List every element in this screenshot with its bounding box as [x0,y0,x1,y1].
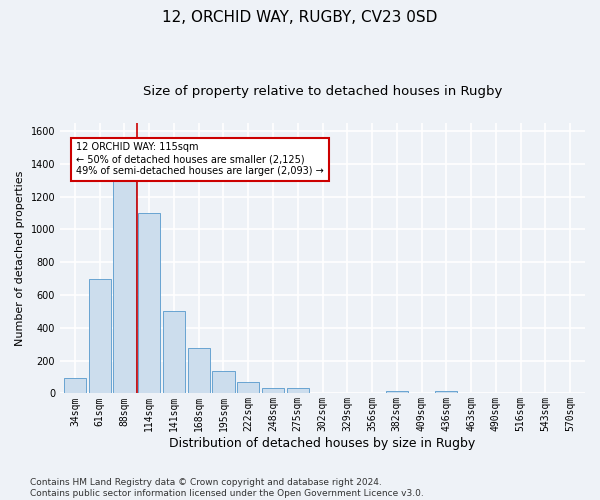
Bar [435,391,457,394]
Title: Size of property relative to detached houses in Rugby: Size of property relative to detached ho… [143,85,502,98]
Bar [212,372,235,394]
Bar [64,378,86,394]
Bar [287,388,309,394]
Bar [237,382,259,394]
Text: 12 ORCHID WAY: 115sqm
← 50% of detached houses are smaller (2,125)
49% of semi-d: 12 ORCHID WAY: 115sqm ← 50% of detached … [76,142,324,176]
Bar [163,312,185,394]
Text: Contains HM Land Registry data © Crown copyright and database right 2024.
Contai: Contains HM Land Registry data © Crown c… [30,478,424,498]
Bar [262,388,284,394]
Bar [138,213,160,394]
Bar [188,348,210,394]
X-axis label: Distribution of detached houses by size in Rugby: Distribution of detached houses by size … [169,437,476,450]
Bar [89,278,111,394]
Y-axis label: Number of detached properties: Number of detached properties [15,170,25,346]
Text: 12, ORCHID WAY, RUGBY, CV23 0SD: 12, ORCHID WAY, RUGBY, CV23 0SD [163,10,437,25]
Bar [386,391,408,394]
Bar [113,176,136,394]
